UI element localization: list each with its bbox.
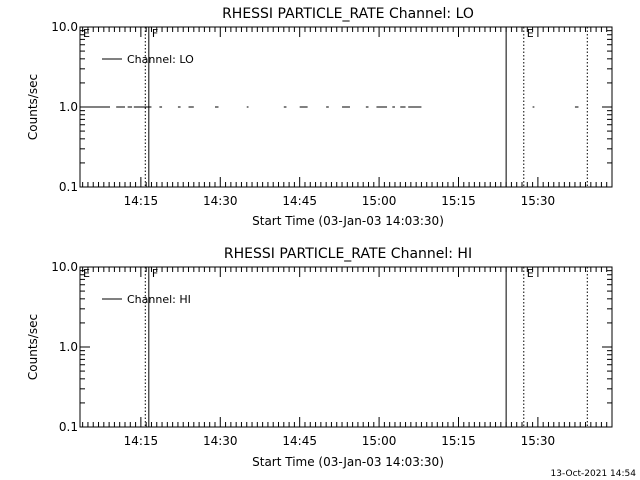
x-tick-label: 14:30 bbox=[203, 194, 238, 208]
panel-channel-lo: RHESSI PARTICLE_RATE Channel: LO Counts/… bbox=[26, 6, 613, 228]
y-tick-label: 1.0 bbox=[59, 340, 78, 354]
footer-timestamp: 13-Oct-2021 14:54 bbox=[551, 469, 637, 479]
y-axis-label: Counts/sec bbox=[26, 314, 40, 380]
y-tick-label: 10.0 bbox=[51, 20, 78, 34]
y-axis-label: Counts/sec bbox=[26, 74, 40, 140]
x-tick-label: 15:00 bbox=[362, 194, 397, 208]
event-marker-label: E bbox=[83, 27, 90, 40]
event-marker-label: F bbox=[152, 27, 158, 40]
plot-frame bbox=[79, 266, 613, 428]
x-axis-label: Start Time (03-Jan-03 14:03:30) bbox=[252, 214, 444, 228]
legend-label: Channel: HI bbox=[127, 293, 191, 306]
x-tick-label: 15:30 bbox=[521, 434, 556, 448]
x-tick-label: 15:15 bbox=[441, 434, 476, 448]
x-tick-label: 15:00 bbox=[362, 434, 397, 448]
plot-area: 0.1 1.0 10.0 14:15 14:30 14:45 15:00 15:15 15:30… bbox=[51, 20, 613, 208]
x-tick-label: 14:45 bbox=[282, 194, 317, 208]
x-tick-label: 15:30 bbox=[521, 194, 556, 208]
legend-label: Channel: LO bbox=[127, 53, 194, 66]
x-tick-label: 14:45 bbox=[282, 434, 317, 448]
x-tick-label: 14:15 bbox=[124, 434, 159, 448]
x-tick-label: 15:15 bbox=[441, 194, 476, 208]
x-axis-label: Start Time (03-Jan-03 14:03:30) bbox=[252, 455, 444, 469]
chart-title: RHESSI PARTICLE_RATE Channel: LO bbox=[222, 6, 474, 22]
event-marker-label: E bbox=[527, 27, 534, 40]
event-marker-label: E bbox=[527, 267, 534, 280]
y-tick-label: 0.1 bbox=[59, 180, 78, 194]
y-tick-label: 10.0 bbox=[51, 260, 78, 274]
y-tick-label: 0.1 bbox=[59, 420, 78, 434]
panel-channel-hi: RHESSI PARTICLE_RATE Channel: HI Counts/… bbox=[26, 246, 613, 469]
chart-title: RHESSI PARTICLE_RATE Channel: HI bbox=[224, 246, 472, 262]
event-marker-label: E bbox=[83, 267, 90, 280]
y-tick-label: 1.0 bbox=[59, 100, 78, 114]
x-tick-label: 14:15 bbox=[124, 194, 159, 208]
plot-area: 0.1 1.0 10.0 14:15 14:30 14:45 15:00 15:15 15:30… bbox=[51, 260, 613, 448]
event-marker-label: F bbox=[152, 267, 158, 280]
x-tick-label: 14:30 bbox=[203, 434, 238, 448]
